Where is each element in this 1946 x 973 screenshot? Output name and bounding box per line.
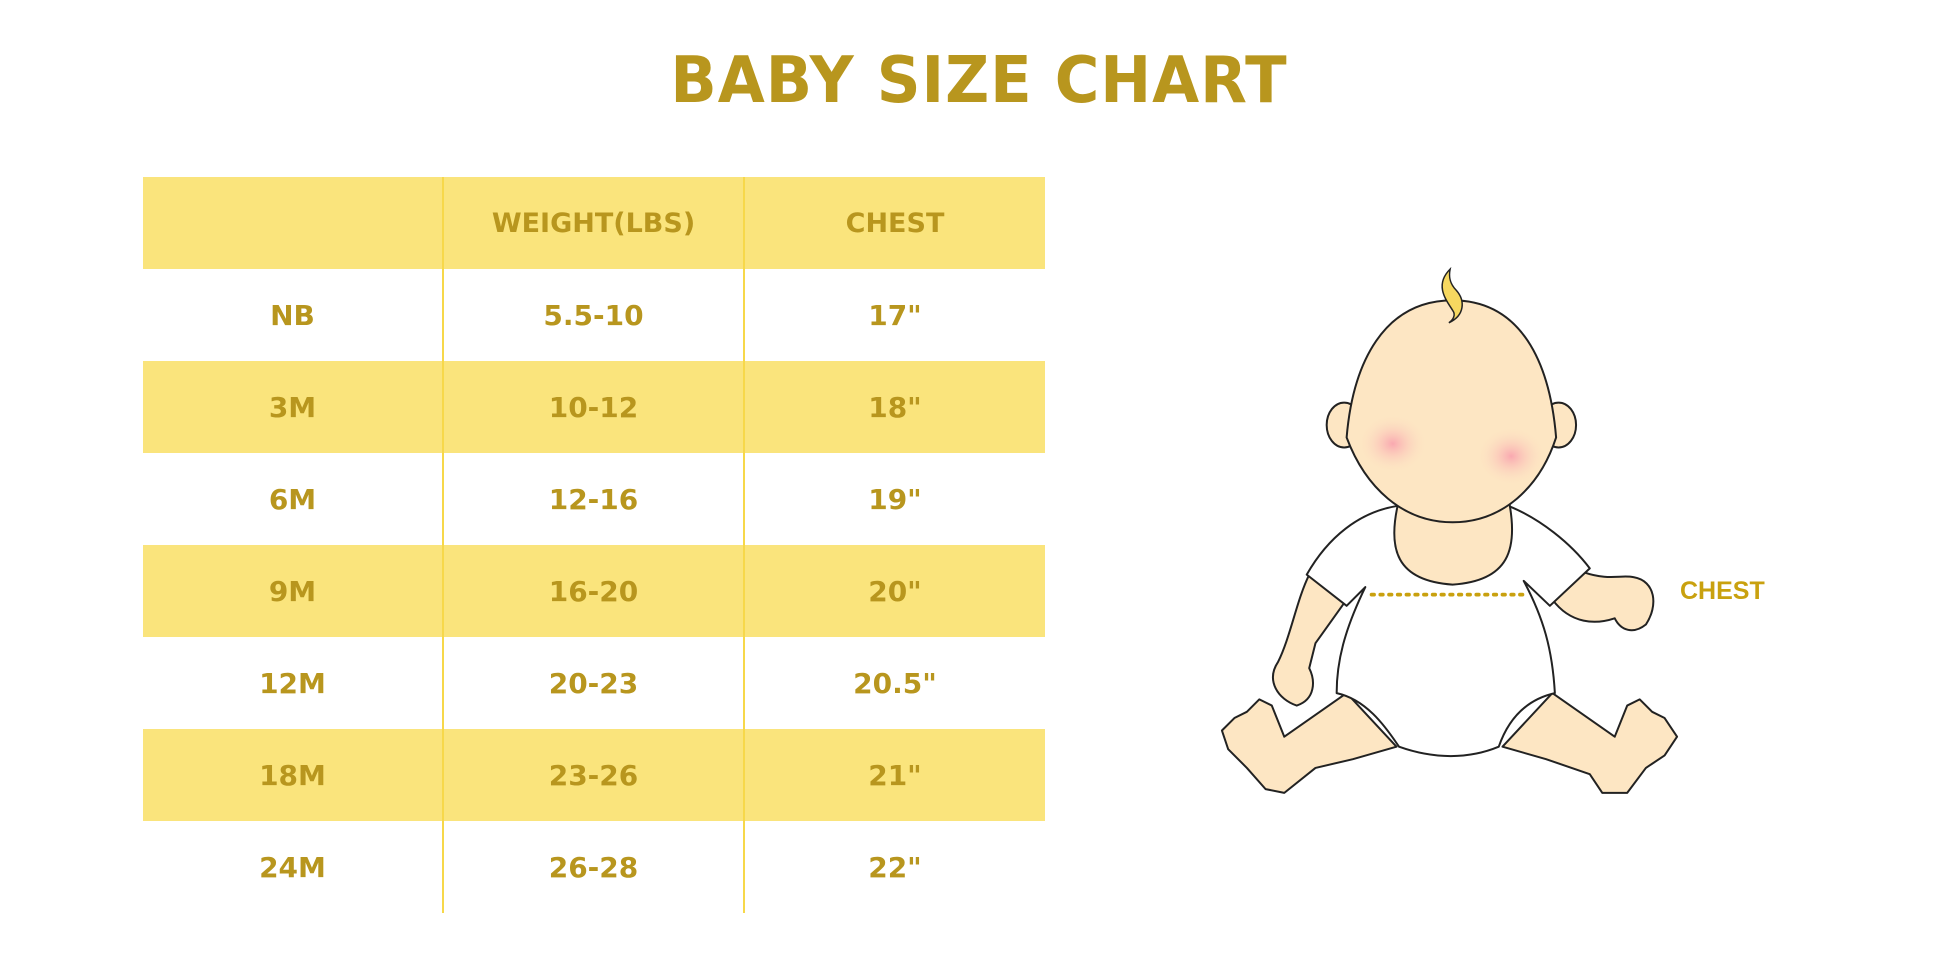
header-chest: CHEST bbox=[845, 207, 945, 239]
table-header-row: WEIGHT(LBS) CHEST bbox=[143, 177, 1045, 269]
table-row: 18M 23-26 21" bbox=[143, 729, 1045, 821]
cell-weight: 20-23 bbox=[442, 637, 745, 729]
cell-chest: 18" bbox=[868, 390, 922, 424]
cell-size: 3M bbox=[268, 390, 317, 424]
table-row: NB 5.5-10 17" bbox=[143, 269, 1045, 361]
chest-label: CHEST bbox=[1680, 577, 1765, 605]
head bbox=[1345, 299, 1558, 524]
table-row: 9M 16-20 20" bbox=[143, 545, 1045, 637]
cell-chest: 17" bbox=[868, 298, 922, 332]
cell-size: 6M bbox=[268, 482, 317, 516]
right-leg bbox=[1501, 692, 1679, 794]
table-row: 24M 26-28 22" bbox=[143, 821, 1045, 913]
cell-weight: 10-12 bbox=[442, 361, 745, 453]
baby-illustration bbox=[1220, 266, 1679, 794]
table-row: 6M 12-16 19" bbox=[143, 453, 1045, 545]
cell-weight: 16-20 bbox=[442, 545, 745, 637]
cell-chest: 20.5" bbox=[853, 666, 937, 700]
cell-weight: 23-26 bbox=[442, 729, 745, 821]
cell-size: 18M bbox=[259, 758, 326, 792]
cell-weight: 5.5-10 bbox=[442, 269, 745, 361]
header-weight: WEIGHT(LBS) bbox=[442, 177, 745, 269]
left-arm bbox=[1272, 573, 1348, 707]
cell-weight: 26-28 bbox=[442, 821, 745, 913]
cell-weight: 12-16 bbox=[442, 453, 745, 545]
neck bbox=[1393, 498, 1514, 586]
page-title: BABY SIZE CHART bbox=[670, 44, 1288, 118]
cell-chest: 22" bbox=[868, 850, 922, 884]
table-row: 12M 20-23 20.5" bbox=[143, 637, 1045, 729]
header-size bbox=[143, 177, 443, 269]
left-cheek-blush bbox=[1357, 413, 1428, 474]
cell-chest: 20" bbox=[868, 574, 922, 608]
table-row: 3M 10-12 18" bbox=[143, 361, 1045, 453]
size-table: WEIGHT(LBS) CHEST NB 5.5-10 17" 3M 10-12 18"… bbox=[143, 177, 1045, 913]
cell-size: NB bbox=[270, 298, 315, 332]
left-leg bbox=[1220, 692, 1398, 794]
onesie bbox=[1305, 505, 1591, 757]
right-cheek-blush bbox=[1476, 426, 1547, 487]
cell-chest: 19" bbox=[868, 482, 922, 516]
right-arm bbox=[1551, 571, 1655, 632]
hair-curl-icon bbox=[1441, 266, 1463, 324]
cell-size: 9M bbox=[268, 574, 317, 608]
cell-chest: 21" bbox=[868, 758, 922, 792]
cell-size: 24M bbox=[259, 850, 326, 884]
cell-size: 12M bbox=[259, 666, 326, 700]
